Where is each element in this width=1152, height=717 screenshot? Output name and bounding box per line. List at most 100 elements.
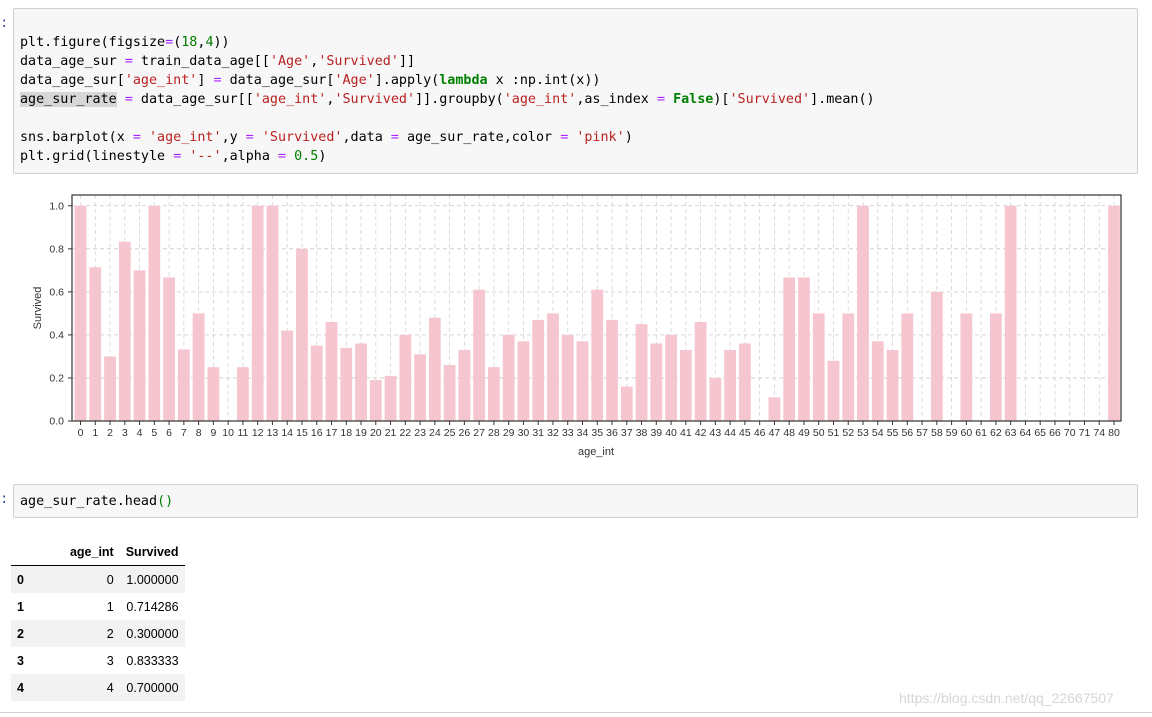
x-tick-label: 36 xyxy=(606,427,618,439)
bar-3 xyxy=(118,241,131,421)
bar-32 xyxy=(547,313,559,421)
bar-28 xyxy=(487,367,500,421)
x-tick-label: 21 xyxy=(385,427,397,439)
bar-17 xyxy=(325,321,338,421)
x-tick-label: 50 xyxy=(813,427,825,439)
x-tick-label: 38 xyxy=(636,427,648,439)
column-header-survived: Survived xyxy=(119,538,185,566)
x-tick-label: 35 xyxy=(591,427,603,439)
x-tick-label: 43 xyxy=(710,427,722,439)
bar-23 xyxy=(414,354,426,421)
bar-4 xyxy=(133,270,146,421)
x-tick-label: 3 xyxy=(122,427,128,439)
x-tick-label: 46 xyxy=(754,427,766,439)
code-line-2: data_age_sur = train_data_age[['Age','Su… xyxy=(20,54,416,69)
bar-39 xyxy=(650,343,663,421)
bar-80 xyxy=(1108,205,1120,421)
x-tick-label: 42 xyxy=(695,427,707,439)
cell-age-int: 0 xyxy=(106,572,114,587)
bar-12 xyxy=(251,205,264,421)
y-tick-label: 0.8 xyxy=(49,243,64,255)
x-tick-label: 4 xyxy=(137,427,143,439)
bar-0 xyxy=(74,205,87,421)
bottom-divider xyxy=(0,712,1152,713)
y-tick-label: 0.6 xyxy=(49,286,64,298)
bar-62 xyxy=(989,313,1002,421)
cell-age-int: 3 xyxy=(106,653,114,668)
x-tick-label: 17 xyxy=(326,427,338,439)
code-cell-1[interactable]: plt.figure(figsize=(18,4)) data_age_sur … xyxy=(13,8,1138,174)
x-tick-label: 20 xyxy=(370,427,382,439)
bar-22 xyxy=(399,334,412,421)
y-axis-label: Survived xyxy=(32,287,44,330)
bar-49 xyxy=(798,277,810,421)
bar-53 xyxy=(857,205,869,421)
row-index: 4 xyxy=(17,680,24,695)
cell-survived: 0.700000 xyxy=(126,680,179,695)
bar-33 xyxy=(561,334,574,421)
bar-37 xyxy=(620,386,633,421)
x-tick-label: 11 xyxy=(237,427,248,439)
x-tick-label: 70 xyxy=(1064,427,1076,439)
cell-age-int: 4 xyxy=(106,680,114,695)
bar-16 xyxy=(310,345,323,421)
x-tick-label: 45 xyxy=(739,427,751,439)
x-tick-label: 55 xyxy=(887,427,899,439)
bar-2 xyxy=(104,356,116,421)
x-tick-label: 29 xyxy=(503,427,515,439)
y-tick-label: 0.0 xyxy=(49,416,64,428)
bar-34 xyxy=(576,341,589,421)
cell-prompt-2: : xyxy=(0,492,9,508)
x-tick-label: 41 xyxy=(680,427,692,439)
x-tick-label: 51 xyxy=(828,427,840,439)
x-tick-label: 33 xyxy=(562,427,574,439)
column-header-index xyxy=(11,538,64,566)
bar-21 xyxy=(384,375,397,421)
x-tick-label: 64 xyxy=(1020,427,1032,439)
bars xyxy=(74,205,1120,421)
code-line-3: data_age_sur['age_int'] = data_age_sur['… xyxy=(20,73,601,88)
bar-1 xyxy=(89,267,102,421)
x-tick-label: 57 xyxy=(916,427,928,439)
x-axis-label: age_int xyxy=(578,446,614,458)
x-tick-label: 12 xyxy=(252,427,264,439)
row-index: 2 xyxy=(17,626,24,641)
x-tick-label: 48 xyxy=(783,427,795,439)
bar-30 xyxy=(517,341,530,421)
x-tick-label: 31 xyxy=(532,427,544,439)
code-line-7: plt.grid(linestyle = '--',alpha = 0.5) xyxy=(20,149,327,164)
bar-43 xyxy=(709,377,722,421)
x-tick-label: 16 xyxy=(311,427,323,439)
code-line-4: age_sur_rate = data_age_sur[['age_int','… xyxy=(20,92,875,107)
bar-13 xyxy=(266,205,279,421)
x-tick-label: 61 xyxy=(975,427,987,439)
bar-11 xyxy=(237,367,249,421)
bar-51 xyxy=(827,360,840,421)
cell-survived: 0.300000 xyxy=(126,626,179,641)
bar-47 xyxy=(768,397,781,421)
bar-56 xyxy=(901,313,914,421)
x-tick-label: 65 xyxy=(1034,427,1046,439)
x-tick-label: 60 xyxy=(961,427,973,439)
x-tick-label: 40 xyxy=(665,427,677,439)
bar-7 xyxy=(177,349,190,421)
x-tick-label: 52 xyxy=(842,427,854,439)
bar-38 xyxy=(635,324,648,421)
x-tick-label: 22 xyxy=(399,427,411,439)
x-tick-label: 59 xyxy=(946,427,958,439)
x-tick-label: 8 xyxy=(196,427,202,439)
cell-age-int: 2 xyxy=(106,626,114,641)
bar-6 xyxy=(163,277,175,421)
x-tick-label: 7 xyxy=(181,427,187,439)
bar-8 xyxy=(192,313,205,421)
x-ticks: 0 1 2 3 4 5 6 7 8 9 10 11 12 13 14 15 16 17 18 19 20 21 22 23 24… xyxy=(78,421,1120,439)
x-tick-label: 30 xyxy=(518,427,530,439)
bar-55 xyxy=(886,349,899,421)
x-tick-label: 54 xyxy=(872,427,884,439)
bar-19 xyxy=(355,343,367,421)
bar-45 xyxy=(738,343,751,421)
x-tick-label: 18 xyxy=(340,427,352,439)
code-cell-2[interactable]: age_sur_rate.head() xyxy=(13,484,1138,518)
bar-25 xyxy=(443,365,456,421)
x-tick-label: 71 xyxy=(1079,427,1091,439)
